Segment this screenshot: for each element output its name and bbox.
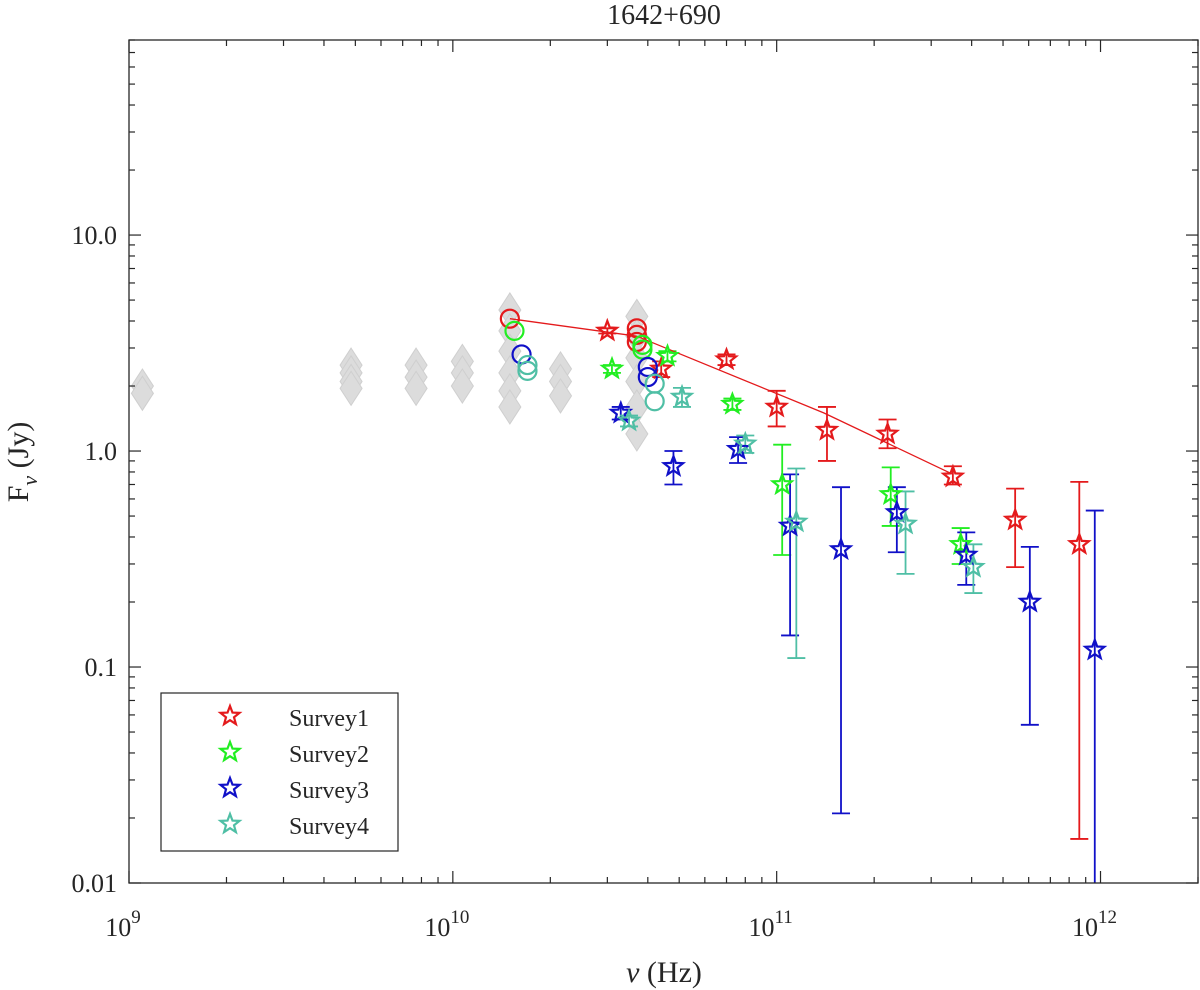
y-tick-label: 0.1 — [85, 653, 118, 682]
legend: Survey1 Survey2 Survey3 Survey4 — [160, 692, 399, 852]
star-marker-survey2 — [599, 355, 625, 380]
y-tick-label: 0.01 — [72, 869, 118, 898]
star-marker-survey1 — [714, 346, 739, 371]
circle-marker-survey3 — [637, 366, 658, 388]
legend-label-survey3: Survey3 — [289, 778, 369, 804]
plot-error-bars — [598, 327, 1104, 883]
x-axis-symbol: ν — [626, 956, 640, 989]
star-marker-survey4 — [892, 510, 919, 535]
star-marker-survey2 — [769, 471, 795, 496]
x-tick-label-base: 10 — [105, 913, 131, 942]
circle-marker-survey4 — [517, 354, 538, 376]
x-tick-label: 1010 — [424, 907, 469, 942]
legend-box — [160, 692, 399, 852]
x-tick-label-exponent: 12 — [1098, 907, 1117, 928]
star-marker-survey2 — [948, 531, 974, 555]
star-marker-survey4 — [616, 407, 642, 432]
star-marker-survey1 — [940, 463, 966, 488]
y-axis-subscript: ν — [17, 476, 42, 486]
x-tick-labels: 109 1010 1011 1012 — [105, 907, 1117, 942]
star-marker-survey1 — [764, 393, 790, 418]
plot-fit-lines — [509, 318, 954, 475]
y-axis-title: Fν (Jy) — [2, 422, 42, 503]
background-diamond — [498, 389, 522, 425]
star-marker-survey2 — [655, 342, 680, 367]
y-axis-unit: (Jy) — [2, 422, 35, 476]
x-tick-label-base: 10 — [424, 913, 450, 942]
star-marker-survey3 — [884, 499, 910, 524]
legend-star-survey3 — [217, 774, 243, 799]
circle-marker-survey3 — [637, 356, 658, 378]
x-tick-label-exponent: 10 — [450, 907, 469, 928]
axis-ticks — [128, 39, 1199, 884]
x-tick-label-base: 10 — [1072, 913, 1098, 942]
fit-line-survey1 — [509, 318, 954, 475]
background-diamond — [404, 370, 428, 407]
circle-marker-survey4 — [517, 360, 538, 381]
background-diamond — [130, 375, 155, 412]
x-tick-label: 1011 — [749, 907, 793, 942]
star-marker-survey1 — [1066, 531, 1092, 555]
star-marker-survey2 — [878, 481, 904, 506]
y-tick-label: 1.0 — [85, 437, 118, 466]
y-tick-labels: 0.01 0.1 1.0 10.0 — [72, 221, 118, 898]
background-diamond — [548, 377, 573, 414]
circle-marker-survey2 — [504, 320, 525, 341]
x-tick-label: 109 — [105, 907, 141, 942]
star-marker-survey4 — [783, 508, 809, 533]
background-diamond — [339, 370, 363, 407]
circle-marker-survey4 — [644, 391, 665, 412]
star-marker-survey1 — [1002, 506, 1028, 531]
x-tick-label-exponent: 9 — [131, 907, 141, 928]
star-marker-survey1 — [594, 317, 620, 342]
legend-label-survey2: Survey2 — [289, 742, 369, 768]
star-marker-survey4 — [669, 383, 695, 408]
star-marker-survey4 — [960, 553, 986, 578]
star-marker-survey1 — [648, 355, 674, 380]
y-axis-title-group: Fν (Jy) — [2, 422, 42, 503]
background-diamond — [450, 368, 474, 404]
star-marker-survey3 — [1082, 636, 1108, 661]
legend-star-survey4 — [217, 810, 243, 835]
star-marker-survey3 — [828, 536, 854, 561]
chart-title: 1642+690 — [607, 0, 721, 31]
legend-star-survey2 — [217, 738, 243, 763]
legend-star-survey1 — [217, 702, 243, 727]
star-marker-survey1 — [875, 420, 901, 445]
legend-label-survey4: Survey4 — [289, 814, 369, 840]
plot-background-points — [130, 292, 649, 452]
x-tick-label-base: 10 — [749, 913, 775, 942]
x-tick-label: 1012 — [1072, 907, 1117, 942]
star-marker-survey3 — [660, 453, 687, 477]
star-marker-survey2 — [719, 390, 745, 415]
x-tick-label-exponent: 11 — [775, 907, 793, 928]
x-axis-unit: (Hz) — [639, 956, 701, 989]
circle-marker-survey2 — [632, 334, 653, 356]
star-marker-survey3 — [1017, 588, 1043, 613]
star-marker-survey4 — [732, 430, 758, 455]
star-marker-survey1 — [814, 416, 840, 441]
y-axis-symbol: F — [2, 486, 35, 503]
plot-markers — [499, 308, 1108, 661]
y-tick-label: 10.0 — [72, 221, 118, 250]
x-axis-title: ν (Hz) — [626, 956, 702, 989]
star-marker-survey3 — [953, 541, 979, 566]
legend-markers — [217, 702, 243, 835]
circle-marker-survey1 — [499, 308, 520, 329]
legend-label-survey1: Survey1 — [289, 706, 369, 732]
